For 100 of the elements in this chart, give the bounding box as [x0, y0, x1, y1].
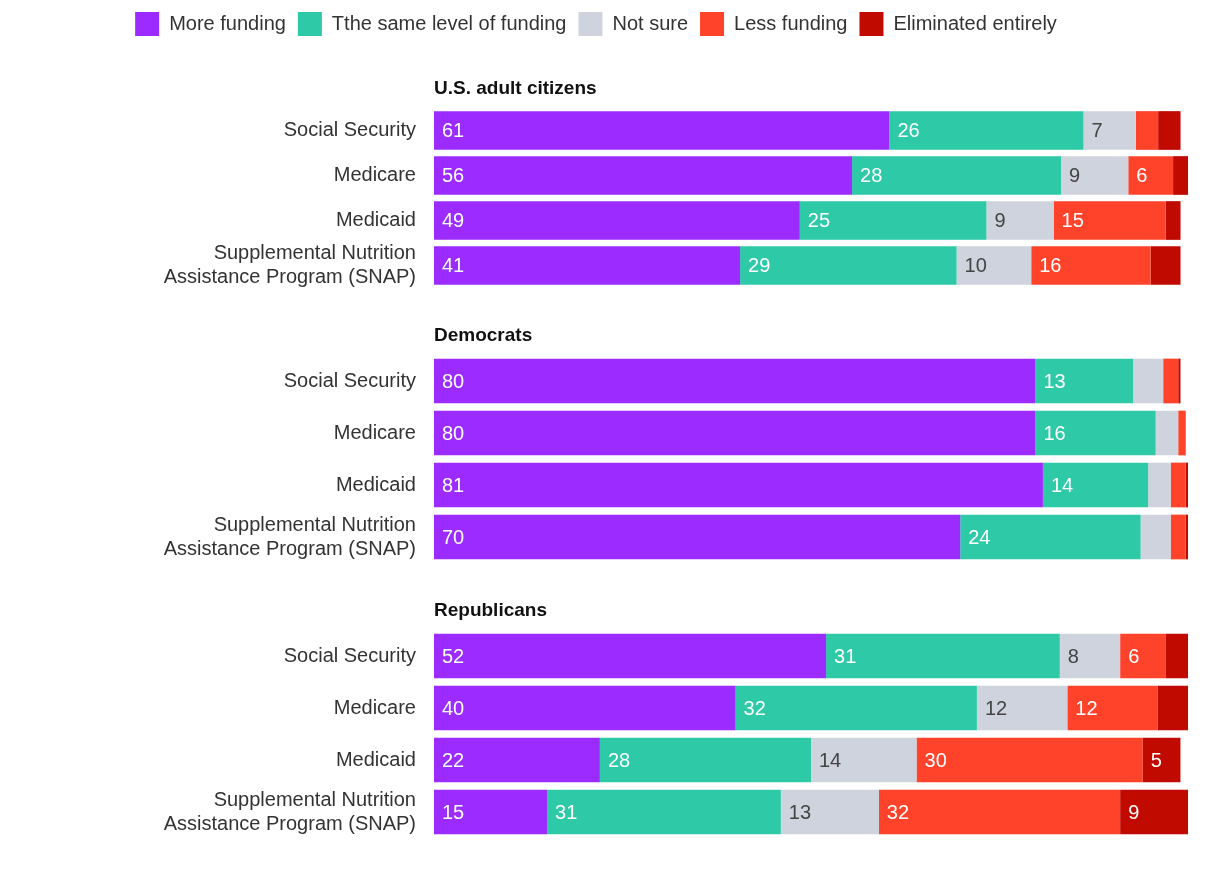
bar: [547, 789, 781, 835]
data-label: 8: [1067, 644, 1079, 667]
bar: [434, 685, 736, 731]
data-label: 61: [442, 119, 465, 142]
bar: [1150, 246, 1181, 285]
bar: [1142, 737, 1181, 783]
bar: [1128, 156, 1174, 195]
bar: [878, 789, 1121, 835]
data-label: 12: [984, 696, 1008, 719]
data-label: 56: [442, 164, 465, 187]
y-tick-label: Social Security: [283, 368, 416, 391]
bar: [1133, 358, 1164, 404]
bar: [852, 156, 1062, 195]
y-tick-label: Medicaid: [335, 747, 416, 770]
data-label: 70: [442, 525, 465, 548]
data-label: 40: [442, 696, 465, 719]
y-tick-label: Supplemental Nutrition Assistance Program (SNAP): [163, 512, 416, 559]
data-label: 32: [886, 800, 910, 823]
data-label: 7: [1091, 119, 1103, 142]
bar: [1120, 633, 1166, 679]
data-label: 32: [743, 696, 766, 719]
data-label: 9: [1128, 800, 1140, 823]
bar: [434, 410, 1036, 456]
data-label: 9: [1069, 164, 1081, 187]
data-label: 6: [1128, 644, 1140, 667]
data-label: 49: [442, 209, 465, 232]
bar: [1165, 201, 1181, 240]
bar: [1140, 514, 1171, 560]
bar: [1135, 111, 1159, 150]
data-label: 13: [1043, 369, 1066, 392]
bar: [976, 685, 1068, 731]
y-tick-label: Medicare: [333, 420, 416, 443]
bar: [740, 246, 957, 285]
data-label: 5: [1150, 748, 1162, 771]
data-label: 81: [442, 473, 465, 496]
legend-label: Not sure: [612, 11, 689, 34]
bar: [826, 633, 1060, 679]
bar: [1178, 410, 1186, 456]
legend-label: Eliminated entirely: [893, 11, 1057, 34]
y-tick-label: Medicare: [333, 163, 416, 186]
bar: [1059, 633, 1121, 679]
bar: [434, 201, 800, 240]
y-tick-label: Medicaid: [335, 208, 416, 231]
legend-label: Tthe same level of funding: [331, 11, 567, 34]
data-label: 10: [964, 254, 987, 277]
bar: [1157, 685, 1188, 731]
bar: [960, 514, 1141, 560]
bar: [956, 246, 1032, 285]
y-tick-label: Social Security: [283, 643, 416, 666]
bar: [1155, 410, 1179, 456]
data-label: 16: [1039, 254, 1062, 277]
bar: [434, 246, 741, 285]
bar: [434, 462, 1043, 508]
data-label: 24: [968, 525, 991, 548]
y-tick-label: Supplemental Nutrition Assistance Program (SNAP): [163, 241, 416, 288]
bar: [599, 737, 811, 783]
data-label: 25: [807, 209, 831, 232]
bar: [434, 633, 827, 679]
bar: [434, 789, 548, 835]
data-label: 31: [834, 644, 857, 667]
data-label: 28: [860, 164, 883, 187]
bar: [1061, 156, 1129, 195]
bar: [1173, 156, 1188, 195]
data-label: 29: [748, 254, 771, 277]
y-tick-label: Medicare: [333, 695, 416, 718]
bar: [434, 514, 961, 560]
bar: [735, 685, 977, 731]
bar: [1067, 685, 1158, 731]
bar: [434, 111, 890, 150]
bar: [434, 156, 853, 195]
bar: [1120, 789, 1188, 835]
legend-label: More funding: [169, 11, 286, 34]
bar: [1042, 462, 1149, 508]
data-label: 14: [819, 748, 842, 771]
data-label: 6: [1136, 164, 1148, 187]
data-label: 22: [442, 748, 465, 771]
bar: [916, 737, 1143, 783]
chart-title: U.S. adult citizens: [434, 77, 597, 98]
y-tick-label: Supplemental Nutrition Assistance Program (SNAP): [163, 787, 416, 834]
data-label: 13: [788, 800, 812, 823]
data-label: 41: [442, 254, 465, 277]
legend-label: Less funding: [734, 11, 848, 34]
data-label: 16: [1043, 421, 1066, 444]
bar: [1083, 111, 1136, 150]
bar: [799, 201, 987, 240]
bar: [1165, 633, 1188, 679]
data-label: 14: [1050, 473, 1074, 496]
data-label: 26: [897, 119, 920, 142]
data-label: 28: [607, 748, 631, 771]
y-tick-label: Medicaid: [335, 472, 416, 495]
bar: [434, 737, 600, 783]
bar: [1170, 514, 1186, 560]
data-label: 9: [994, 209, 1006, 232]
data-label: 30: [924, 748, 947, 771]
data-label: 31: [555, 800, 578, 823]
data-label: 80: [442, 421, 465, 444]
data-label: 52: [442, 644, 465, 667]
bar: [1035, 358, 1134, 404]
y-tick-label: Social Security: [283, 118, 416, 141]
chart-title: Republicans: [434, 599, 547, 620]
